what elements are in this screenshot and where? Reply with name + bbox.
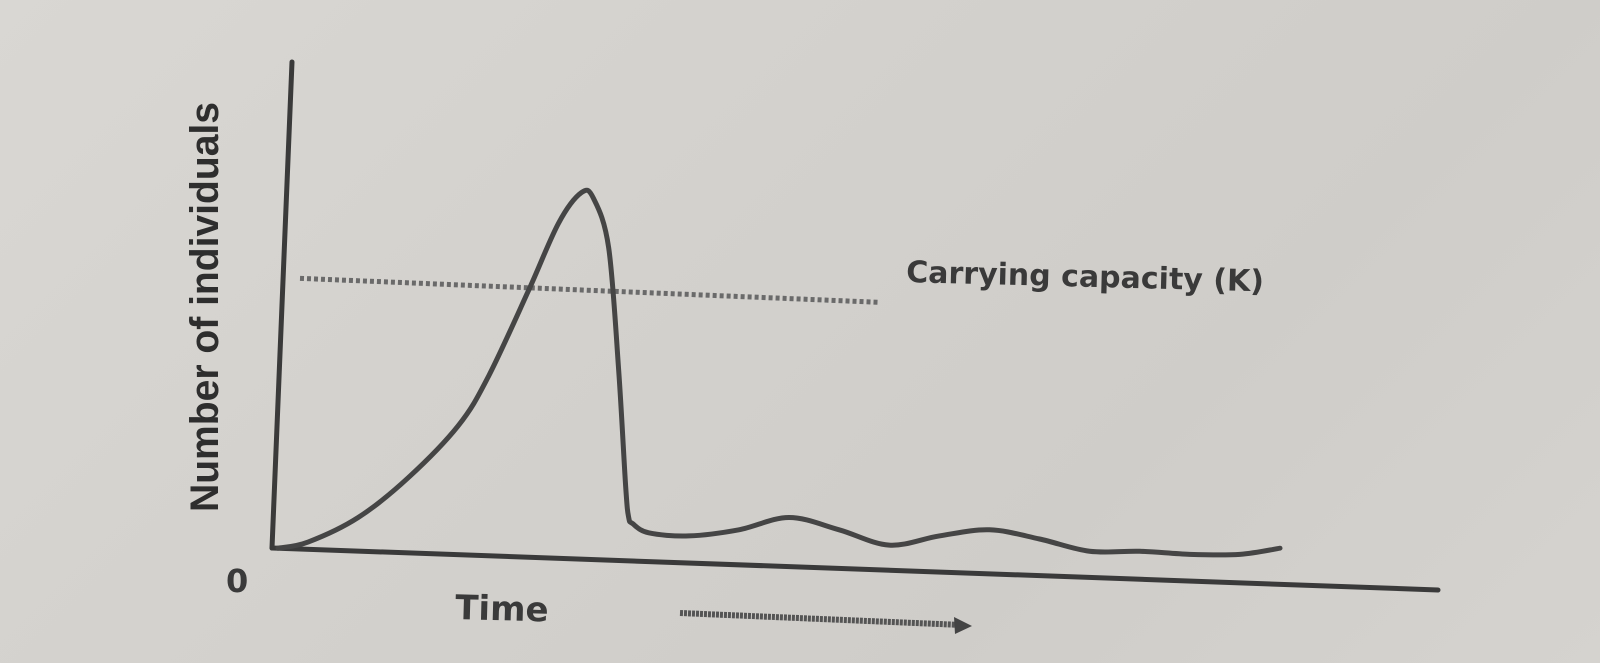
y-axis xyxy=(269,59,295,551)
origin-label: 0 xyxy=(226,562,248,600)
arrowhead-icon xyxy=(954,617,972,634)
data-points xyxy=(276,190,1282,556)
population-line xyxy=(275,187,1283,558)
carrying-capacity-line xyxy=(299,275,881,305)
x-axis xyxy=(269,545,1441,593)
x-axis-label: Time xyxy=(455,588,549,630)
time-arrow-icon xyxy=(679,610,963,628)
carrying-capacity-label: Carrying capacity (K) xyxy=(906,255,1265,299)
y-axis-label: Number of individuals xyxy=(183,102,227,512)
